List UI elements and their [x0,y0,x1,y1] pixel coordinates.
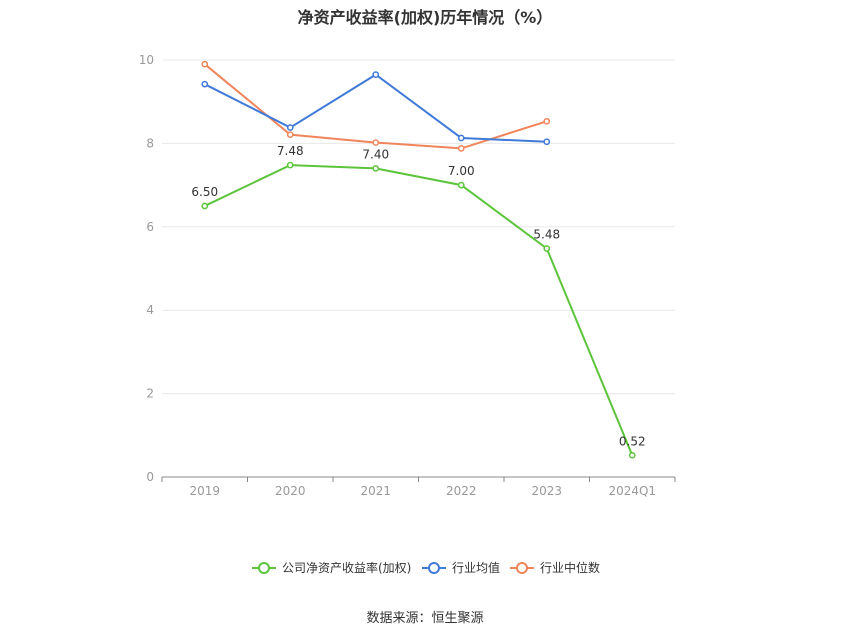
chart-title: 净资产收益率(加权)历年情况（%） [297,8,553,27]
data-label: 0.52 [619,434,646,448]
x-tick-label: 2022 [446,484,477,498]
legend-swatch-marker [516,562,528,574]
data-point-company [543,245,551,252]
data-point-avg [543,138,551,146]
legend-label: 行业中位数 [540,560,600,575]
data-point-company [286,161,294,169]
y-tick-label: 0 [146,470,154,484]
series-line-company [204,164,634,456]
data-point-company [201,202,209,210]
data-point-avg [372,71,380,78]
data-point-median [286,131,294,138]
y-tick-label: 4 [146,303,154,317]
data-point-median [372,139,380,146]
x-tick-label: 2019 [189,484,220,498]
data-label: 7.00 [448,164,475,178]
x-tick-label: 2021 [360,484,391,498]
legend-swatch-marker [258,562,270,574]
data-point-avg [457,134,465,142]
x-tick-label: 2024Q1 [608,484,656,498]
legend-label: 公司净资产收益率(加权) [282,560,411,575]
data-label: 5.48 [533,227,560,241]
data-point-company [457,181,465,189]
y-tick-label: 2 [146,387,154,401]
legend-label: 行业均值 [452,560,500,575]
data-point-median [543,117,551,125]
y-tick-label: 8 [146,136,154,150]
y-tick-label: 6 [146,220,154,234]
data-point-median [201,60,209,68]
data-point-avg [286,124,294,131]
data-label: 7.40 [362,147,389,161]
data-label: 6.50 [191,185,218,199]
x-tick-label: 2020 [275,484,306,498]
data-source: 数据来源：恒生聚源 [366,611,484,626]
data-point-company [372,165,380,172]
x-tick-label: 2023 [531,484,562,498]
data-point-median [457,145,465,152]
series-line-avg [204,73,547,143]
data-point-avg [201,80,209,88]
legend-swatch-marker [428,562,440,574]
data-point-company [628,451,636,459]
y-tick-label: 10 [139,53,154,67]
data-label: 7.48 [277,144,304,158]
